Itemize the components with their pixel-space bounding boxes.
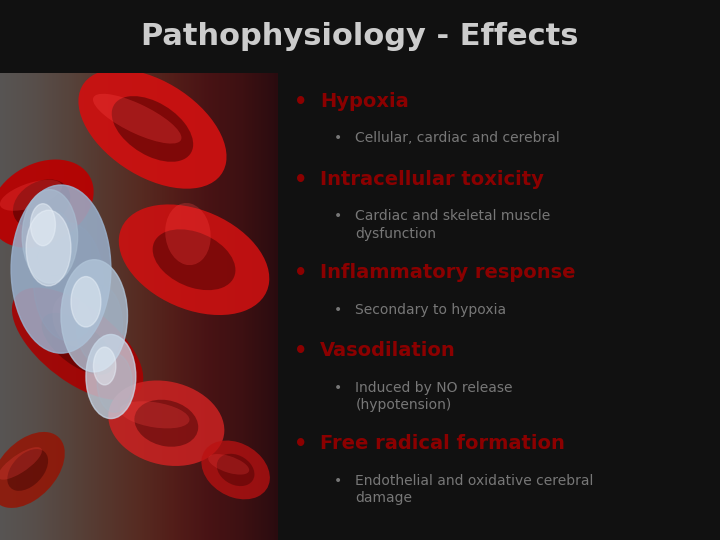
Text: •: • [294,170,307,190]
Text: Free radical formation: Free radical formation [320,435,565,454]
Text: Cardiac and skeletal muscle
dysfunction: Cardiac and skeletal muscle dysfunction [356,210,551,241]
Circle shape [76,285,122,363]
Text: •: • [333,381,342,395]
Text: Inflammatory response: Inflammatory response [320,263,576,282]
Circle shape [26,210,71,286]
Circle shape [22,190,78,283]
Circle shape [11,185,111,353]
Circle shape [86,334,136,418]
Ellipse shape [53,294,93,347]
Circle shape [71,276,101,327]
Text: Secondary to hypoxia: Secondary to hypoxia [356,303,507,317]
Circle shape [94,347,116,385]
Ellipse shape [153,230,235,290]
Ellipse shape [120,401,189,428]
Circle shape [61,260,127,372]
Text: •: • [333,210,342,224]
Ellipse shape [93,94,181,144]
Ellipse shape [78,69,227,188]
Text: •: • [333,303,342,317]
Ellipse shape [12,288,143,400]
Ellipse shape [112,96,193,162]
Text: Cellular, cardiac and cerebral: Cellular, cardiac and cerebral [356,131,560,145]
Circle shape [34,223,104,341]
Text: •: • [294,341,307,361]
Ellipse shape [0,180,62,211]
Text: •: • [333,474,342,488]
Ellipse shape [108,381,225,466]
Text: Intracellular toxicity: Intracellular toxicity [320,170,544,188]
Ellipse shape [0,432,65,508]
Ellipse shape [208,454,249,475]
Text: Hypoxia: Hypoxia [320,92,409,111]
Circle shape [35,211,73,276]
Ellipse shape [42,313,114,375]
Text: Pathophysiology - Effects: Pathophysiology - Effects [141,22,579,51]
Circle shape [30,204,55,246]
Ellipse shape [135,400,198,447]
Ellipse shape [217,454,254,486]
Ellipse shape [165,203,211,265]
Ellipse shape [119,205,269,315]
Text: •: • [294,263,307,283]
Text: Vasodilation: Vasodilation [320,341,456,360]
Ellipse shape [202,441,270,500]
Text: •: • [333,131,342,145]
Text: •: • [294,92,307,112]
Text: Induced by NO release
(hypotension): Induced by NO release (hypotension) [356,381,513,412]
Ellipse shape [0,447,42,480]
Text: •: • [294,435,307,455]
Ellipse shape [7,449,48,491]
Text: Endothelial and oxidative cerebral
damage: Endothelial and oxidative cerebral damag… [356,474,594,505]
Ellipse shape [0,159,94,248]
Ellipse shape [13,179,71,228]
Circle shape [97,353,132,412]
